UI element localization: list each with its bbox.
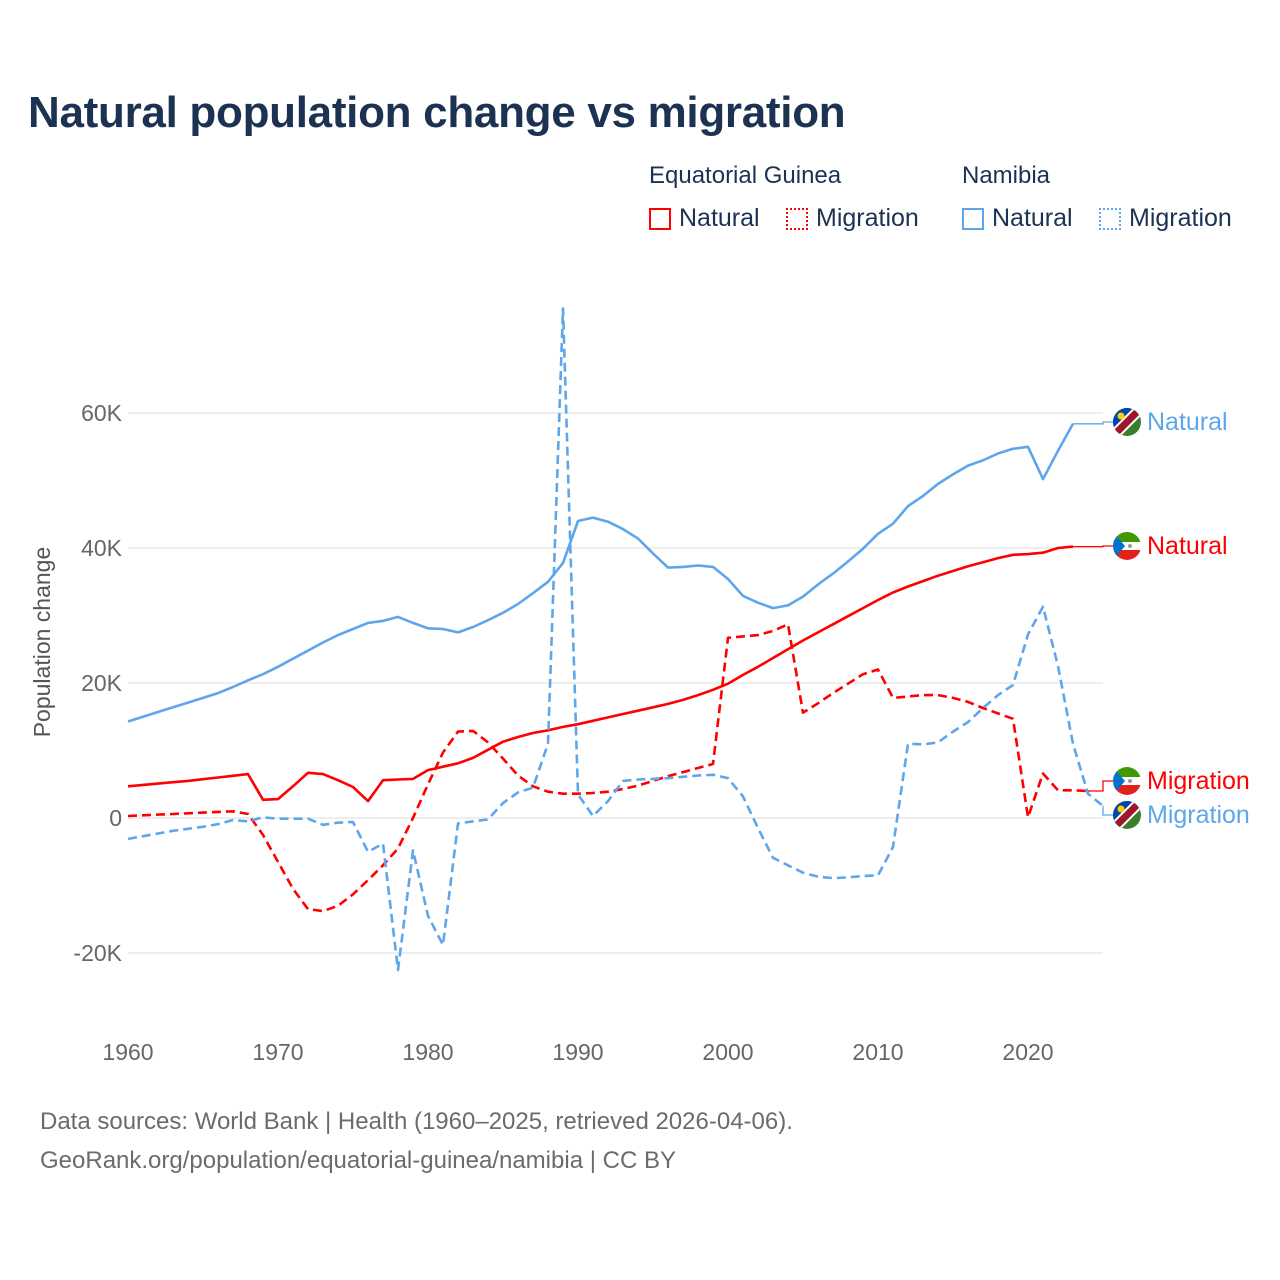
legend-label: Migration: [1129, 204, 1232, 232]
legend-swatch-solid: [962, 207, 984, 230]
series-end-label: Natural: [1147, 532, 1228, 560]
label-connector: [1073, 421, 1113, 425]
label-connector: [1073, 545, 1113, 548]
x-tick-label: 1980: [402, 1039, 453, 1065]
label-connector: [1102, 805, 1113, 816]
series-line-equatorial-guinea-migration: [127, 623, 1089, 913]
y-tick-label: 20K: [81, 670, 123, 696]
footer-url: GeoRank.org/population/equatorial-guinea…: [40, 1147, 676, 1174]
namibia-flag-icon: [1113, 801, 1141, 829]
x-tick-label: 1960: [102, 1039, 153, 1065]
x-tick-label: 2010: [852, 1039, 903, 1065]
namibia-flag-icon: [1113, 408, 1141, 436]
legend-group-namibia: Namibia: [962, 162, 1051, 189]
legend-label: Migration: [816, 204, 919, 232]
label-connector: [1088, 780, 1113, 792]
y-tick-label: -20K: [73, 940, 122, 966]
legend-label: Natural: [992, 204, 1073, 232]
legend-label: Natural: [679, 204, 760, 232]
equatorial-guinea-flag-icon: [1113, 532, 1141, 560]
footer-sources: Data sources: World Bank | Health (1960–…: [40, 1108, 793, 1135]
y-tick-label: 0: [109, 805, 122, 831]
x-tick-label: 1990: [552, 1039, 603, 1065]
x-tick-label: 2020: [1002, 1039, 1053, 1065]
series-end-label: Migration: [1147, 767, 1250, 795]
x-tick-label: 1970: [252, 1039, 303, 1065]
y-tick-label: 40K: [81, 535, 123, 561]
legend-item-eg-migration[interactable]: Migration: [786, 204, 919, 233]
legend-group-equatorial-guinea: Equatorial Guinea: [649, 162, 842, 189]
series-line-namibia-natural: [127, 423, 1075, 723]
y-tick-label: 60K: [81, 400, 123, 426]
legend-swatch-dotted: [786, 207, 808, 230]
series-line-namibia-migration: [127, 307, 1104, 972]
legend-swatch-dotted: [1099, 207, 1121, 230]
legend-swatch-solid: [649, 207, 671, 230]
series-end-label: Migration: [1147, 801, 1250, 829]
legend-item-eg-natural[interactable]: Natural: [649, 204, 760, 233]
legend-item-na-natural[interactable]: Natural: [962, 204, 1073, 233]
series-line-equatorial-guinea-natural: [127, 545, 1074, 803]
y-axis-label: Population change: [29, 547, 55, 738]
equatorial-guinea-flag-icon: [1113, 767, 1141, 795]
series-end-label: Natural: [1147, 408, 1228, 436]
legend-item-na-migration[interactable]: Migration: [1099, 204, 1232, 233]
x-tick-label: 2000: [702, 1039, 753, 1065]
chart-title: Natural population change vs migration: [28, 88, 846, 137]
